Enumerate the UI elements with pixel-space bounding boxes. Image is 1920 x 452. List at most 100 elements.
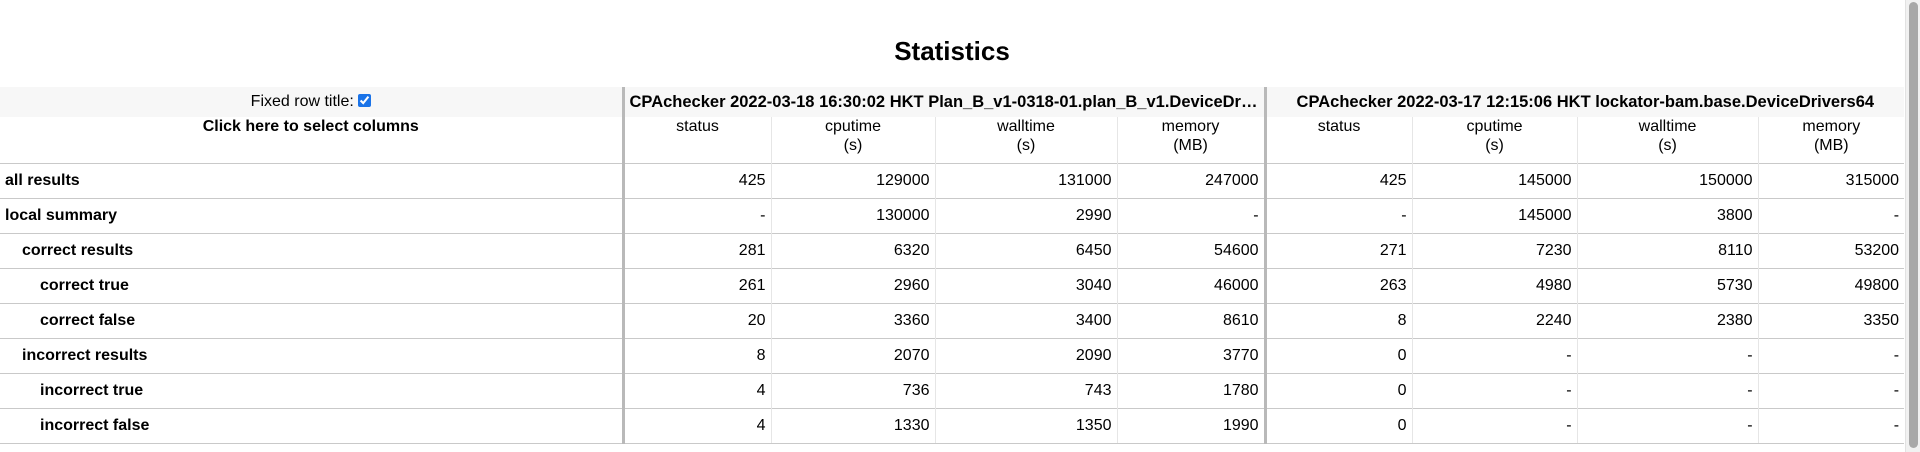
column-unit: (s) bbox=[1658, 137, 1677, 154]
row-label: incorrect results bbox=[0, 338, 623, 374]
column-name: cputime bbox=[824, 118, 882, 135]
table-cell: 271 bbox=[1263, 233, 1413, 269]
table-row: incorrect false 4 1330 1350 1990 0- - - bbox=[0, 408, 1905, 444]
column-header-cputime[interactable]: cputime (s) bbox=[770, 117, 935, 164]
column-header-walltime[interactable]: walltime (s) bbox=[1576, 117, 1759, 164]
table-cell: 3040 bbox=[934, 268, 1117, 304]
column-header-walltime[interactable]: walltime (s) bbox=[934, 117, 1117, 164]
table-cell: 3360 bbox=[770, 303, 935, 339]
table-cell: 2960 bbox=[770, 268, 935, 304]
row-label: correct false bbox=[0, 303, 623, 339]
fixed-row-title-label: Fixed row title: bbox=[250, 93, 354, 110]
table-cell: - bbox=[1411, 338, 1578, 374]
table-cell: - bbox=[1411, 373, 1578, 409]
table-cell: 8 bbox=[1263, 303, 1413, 339]
table-cell: 0 bbox=[1263, 338, 1413, 374]
fixed-row-title-toggle[interactable]: Fixed row title: bbox=[0, 87, 623, 117]
table-cell: 3400 bbox=[934, 303, 1117, 339]
select-columns-button[interactable]: Click here to select columns bbox=[0, 117, 623, 164]
table-cell: 129000 bbox=[770, 163, 935, 199]
table-cell: 145000 bbox=[1411, 198, 1578, 234]
column-unit: (MB) bbox=[1173, 137, 1208, 154]
row-label: correct true bbox=[0, 268, 623, 304]
table-cell: 8 bbox=[621, 338, 771, 374]
table-cell: 7230 bbox=[1411, 233, 1578, 269]
table-row: incorrect results 8 2070 2090 3770 0- - - bbox=[0, 338, 1905, 374]
table-cell: 8110 bbox=[1576, 233, 1759, 269]
row-label: local summary bbox=[0, 198, 623, 234]
table-cell: 46000 bbox=[1116, 268, 1266, 304]
table-cell: 54600 bbox=[1116, 233, 1266, 269]
column-unit: (s) bbox=[1485, 137, 1504, 154]
column-header-memory[interactable]: memory (MB) bbox=[1116, 117, 1266, 164]
table-cell: 2380 bbox=[1576, 303, 1759, 339]
table-cell: 425 bbox=[621, 163, 771, 199]
table-cell: 6450 bbox=[934, 233, 1117, 269]
run-title-1: CPAchecker 2022-03-18 16:30:02 HKT Plan_… bbox=[621, 87, 1266, 117]
table-cell: 20 bbox=[621, 303, 771, 339]
table-cell: 1990 bbox=[1116, 408, 1266, 444]
row-label: correct results bbox=[0, 233, 623, 269]
fixed-row-title-checkbox[interactable] bbox=[357, 94, 371, 107]
table-cell: 130000 bbox=[770, 198, 935, 234]
column-header-row: Click here to select columns status cput… bbox=[0, 117, 1905, 164]
table-cell: - bbox=[1757, 338, 1905, 374]
row-label: all results bbox=[0, 163, 623, 199]
table-cell: 131000 bbox=[934, 163, 1117, 199]
table-cell: 3350 bbox=[1757, 303, 1905, 339]
table-cell: - bbox=[1576, 338, 1759, 374]
table-cell: 1780 bbox=[1116, 373, 1266, 409]
table-cell: 247000 bbox=[1116, 163, 1266, 199]
table-cell: 150000 bbox=[1576, 163, 1759, 199]
run-title-2: CPAchecker 2022-03-17 12:15:06 HKT locka… bbox=[1263, 87, 1905, 117]
table-cell: 4 bbox=[621, 373, 771, 409]
table-cell: - bbox=[1263, 198, 1413, 234]
table-cell: 261 bbox=[621, 268, 771, 304]
table-cell: 3770 bbox=[1116, 338, 1266, 374]
table-cell: - bbox=[1576, 373, 1759, 409]
vertical-scrollbar[interactable] bbox=[1905, 0, 1920, 452]
table-cell: - bbox=[1411, 408, 1578, 444]
table-cell: 2070 bbox=[770, 338, 935, 374]
table-cell: 743 bbox=[934, 373, 1117, 409]
column-header-memory[interactable]: memory (MB) bbox=[1757, 117, 1905, 164]
table-cell: - bbox=[1576, 408, 1759, 444]
table-cell: - bbox=[621, 198, 771, 234]
scrollbar-thumb[interactable] bbox=[1909, 2, 1918, 448]
page-title: Statistics bbox=[894, 36, 1010, 66]
table-cell: 281 bbox=[621, 233, 771, 269]
row-label: incorrect false bbox=[0, 408, 623, 444]
column-name: memory bbox=[1802, 118, 1861, 135]
column-name: walltime bbox=[1638, 118, 1697, 135]
table-row: correct false 20 3360 3400 8610 8 2240 2380 3350 bbox=[0, 303, 1905, 339]
table-cell: 2090 bbox=[934, 338, 1117, 374]
table-cell: 145000 bbox=[1411, 163, 1578, 199]
column-header-status[interactable]: status bbox=[621, 117, 771, 164]
column-header-cputime[interactable]: cputime (s) bbox=[1411, 117, 1578, 164]
table-cell: 315000 bbox=[1757, 163, 1905, 199]
table-cell: 8610 bbox=[1116, 303, 1266, 339]
column-header-status[interactable]: status bbox=[1263, 117, 1413, 164]
table-cell: 0 bbox=[1263, 373, 1413, 409]
table-cell: 4980 bbox=[1411, 268, 1578, 304]
statistics-table: Fixed row title: CPAchecker 2022-03-18 1… bbox=[0, 87, 1905, 444]
table-cell: - bbox=[1757, 408, 1905, 444]
table-cell: 425 bbox=[1263, 163, 1413, 199]
table-cell: 2990 bbox=[934, 198, 1117, 234]
table-cell: 0 bbox=[1263, 408, 1413, 444]
table-row: local summary -130000 2990- -145000 3800- bbox=[0, 198, 1905, 234]
row-label: incorrect true bbox=[0, 373, 623, 409]
table-cell: 6320 bbox=[770, 233, 935, 269]
table-cell: - bbox=[1757, 198, 1905, 234]
table-cell: 1350 bbox=[934, 408, 1117, 444]
table-cell: 49800 bbox=[1757, 268, 1905, 304]
column-name: cputime bbox=[1466, 118, 1523, 135]
table-row: incorrect true 4 736 743 1780 0- - - bbox=[0, 373, 1905, 409]
table-row: correct true 261 2960 3040 46000 263 4980 5730 4… bbox=[0, 268, 1905, 304]
column-name: status bbox=[676, 118, 719, 135]
column-unit: (s) bbox=[843, 137, 863, 154]
table-row: all results 425 129000 131000 247000 425 14500… bbox=[0, 163, 1905, 199]
column-unit: (s) bbox=[1016, 137, 1036, 154]
table-cell: - bbox=[1757, 373, 1905, 409]
table-cell: 2240 bbox=[1411, 303, 1578, 339]
